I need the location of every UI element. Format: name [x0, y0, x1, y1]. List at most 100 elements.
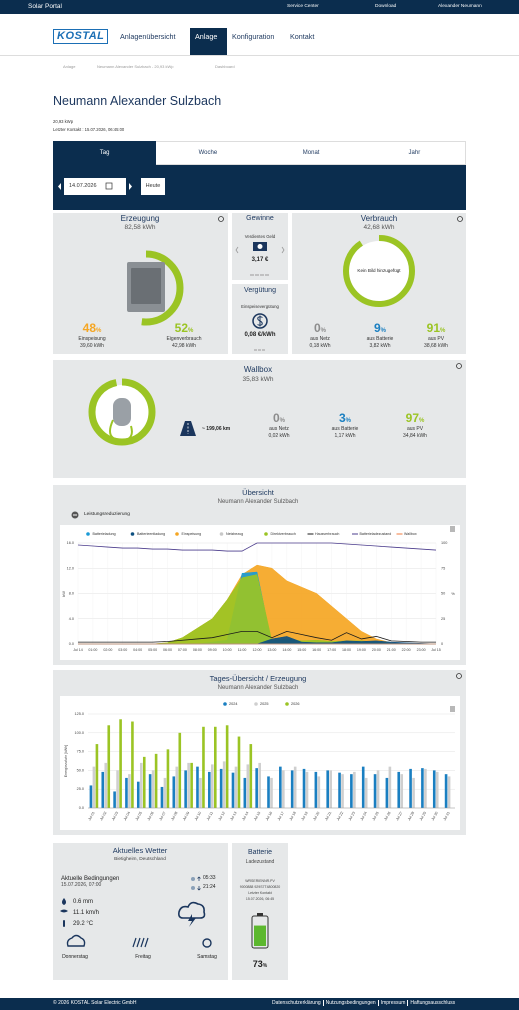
card-label: Verdientes Geld — [244, 234, 276, 239]
bar — [270, 777, 273, 808]
x-tick-label: Jul 08 — [170, 811, 178, 821]
top-link[interactable]: Alexander Neumann — [438, 4, 482, 9]
x-tick-label: Jul 15 — [253, 811, 261, 821]
bar — [172, 776, 176, 808]
distance: ~ 199,06 km — [202, 426, 231, 432]
bar — [290, 770, 294, 808]
x-tick-label: 06:00 — [163, 648, 172, 652]
legend-label: Hausverbrauch — [315, 532, 339, 536]
footer-link[interactable]: Haftungsausschluss — [407, 1000, 456, 1006]
tab[interactable]: Jahr — [408, 150, 421, 156]
today-label[interactable]: Heute — [145, 183, 161, 189]
x-tick-label: Jul 06 — [147, 811, 155, 821]
prev-day — [58, 183, 61, 190]
footer-bar — [0, 998, 519, 1010]
x-tick-label: Jul 07 — [158, 811, 166, 821]
ring-segment — [108, 250, 184, 326]
breadcrumb[interactable]: Anlage — [63, 64, 76, 69]
y2-tick-label: 100 — [441, 541, 447, 545]
sunrise: 05:33 — [203, 875, 216, 881]
bar — [255, 768, 258, 808]
percent-value: 0 — [313, 321, 321, 335]
top-link[interactable]: Service Center — [287, 4, 319, 9]
footer-link[interactable]: Impressum — [377, 1000, 406, 1006]
x-tick-label: Jul 21 — [324, 811, 332, 821]
y-tick-label: 12.0 — [67, 566, 74, 570]
item-label: aus Netz — [310, 336, 330, 342]
nav-item[interactable]: Anlagenübersicht — [120, 32, 176, 41]
percent: 91% — [427, 320, 446, 336]
nav-item[interactable]: Kontakt — [290, 32, 315, 41]
kwp: 20,93 kWp — [53, 119, 74, 124]
battery-body — [251, 915, 269, 949]
conditions-time: 15.07.2026, 07:00 — [61, 882, 102, 888]
bar — [104, 762, 108, 808]
rain-icon — [62, 898, 66, 905]
bar — [326, 770, 330, 808]
item-label: aus PV — [406, 426, 424, 432]
bar — [421, 768, 424, 808]
percent-value: 73 — [252, 959, 263, 969]
footer-link[interactable]: Nutzungsbedingungen — [322, 1000, 376, 1006]
bar — [128, 774, 131, 808]
temperature: 29.2 °C — [73, 921, 94, 927]
bar — [361, 766, 365, 808]
date-value: 14.07.2026 — [69, 183, 97, 189]
forecast-day: Freitag — [135, 954, 151, 960]
bar — [107, 725, 111, 808]
card-label: Einspeisevergütung — [241, 304, 279, 309]
bar — [412, 777, 415, 808]
percent: 9% — [374, 320, 386, 336]
percent-value: 0 — [272, 411, 280, 425]
nav-item[interactable]: Anlage — [195, 32, 218, 41]
tab[interactable]: Tag — [99, 150, 110, 156]
copyright: © 2026 KOSTAL Solar Electric GmbH — [53, 1000, 137, 1006]
percent: 0% — [314, 320, 326, 336]
battery-detail: 15.07.2026, 06:45 — [245, 897, 275, 901]
footer-link[interactable]: Datenschutzerklärung — [272, 1000, 321, 1006]
bar — [338, 772, 341, 808]
item-label: aus PV — [427, 336, 445, 342]
x-tick-label: Jul 02 — [99, 811, 107, 821]
percent-value: 52 — [174, 321, 189, 335]
bar — [119, 719, 122, 808]
tab[interactable]: Monat — [302, 150, 320, 156]
today-button[interactable] — [141, 178, 165, 195]
y-tick-label: 25.0 — [77, 787, 84, 791]
breadcrumb[interactable]: Neumann Alexander Sulzbach - 20,93 kWp — [97, 64, 174, 69]
legend-label: Batterieladung — [93, 532, 116, 536]
chart-subtitle: Neumann Alexander Sulzbach — [217, 685, 299, 691]
nav-item[interactable]: Konfiguration — [232, 32, 275, 41]
x-tick-label: 05:00 — [148, 648, 157, 652]
x-tick-label: Jul 24 — [360, 811, 368, 821]
x-tick-label: Jul 01 — [87, 811, 95, 821]
item-label: aus Batterie — [331, 426, 359, 432]
bar — [160, 786, 164, 808]
settings-icon — [218, 216, 224, 222]
x-tick-label: Jul 20 — [312, 811, 320, 821]
toggle-label[interactable]: Leistungsreduzierung — [84, 511, 130, 517]
x-tick-label: 15:00 — [297, 648, 306, 652]
x-tick-label: Jul 04 — [123, 811, 131, 821]
card-title: Vergütung — [244, 287, 276, 294]
battery-card — [232, 843, 288, 980]
logo: KOSTAL — [53, 29, 109, 44]
last-contact: Letzter Kontakt : 15.07.2026, 06:45:00 — [53, 127, 125, 132]
item-amount: 3,82 kWh — [369, 343, 391, 349]
info-icon — [456, 363, 462, 369]
legend-symbol — [264, 532, 268, 536]
bar — [376, 770, 380, 808]
bar — [154, 753, 158, 808]
percent-unit: % — [440, 328, 446, 334]
date-input[interactable] — [64, 178, 126, 195]
top-link[interactable]: Download — [375, 4, 397, 9]
bar — [95, 744, 99, 808]
tab[interactable]: Woche — [198, 150, 218, 156]
bar — [213, 726, 217, 808]
item-label: Einspeisung — [78, 336, 106, 342]
percent-value: 97 — [405, 411, 420, 425]
x-tick-label: Jul 17 — [277, 811, 285, 821]
percent: 48% — [83, 320, 102, 336]
x-tick-label: Jul 29 — [419, 811, 427, 821]
card-amount: 3,17 € — [251, 257, 269, 263]
